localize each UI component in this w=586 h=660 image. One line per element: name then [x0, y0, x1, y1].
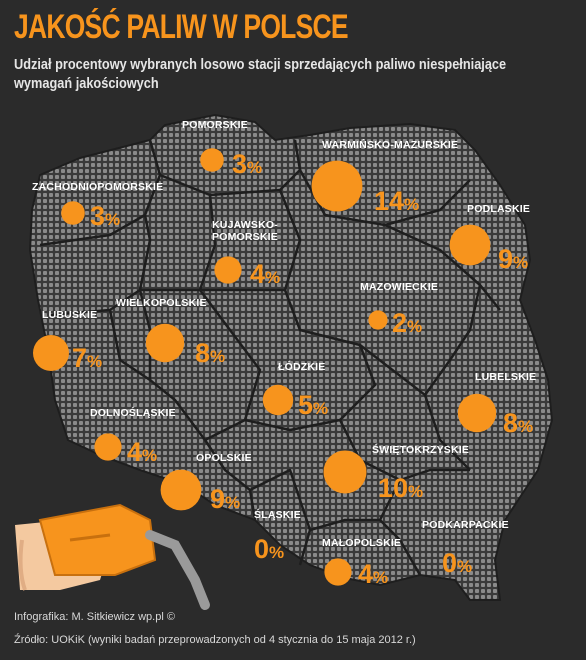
- value-label: 3%: [232, 149, 262, 179]
- value-label: 14%: [374, 186, 419, 216]
- region-name: ŚLĄSKIE: [254, 508, 301, 521]
- value-circle: [323, 450, 367, 494]
- page-subtitle: Udział procentowy wybranych losowo stacj…: [14, 57, 507, 92]
- value-label: 8%: [503, 408, 533, 438]
- value-label: 0%: [442, 548, 472, 578]
- region-swietokrzyskie: ŚWIĘTOKRZYSKIE 10%: [323, 443, 469, 503]
- region-markers: POMORSKIE 3% WARMIŃSKO-MAZURSKIE 14% ZACHODN…: [32, 119, 536, 589]
- value-circle: [324, 558, 352, 586]
- value-label: 3%: [90, 201, 120, 231]
- value-label: 4%: [358, 559, 388, 589]
- region-pomorskie: POMORSKIE 3%: [182, 119, 262, 179]
- region-wielkopolskie: WIELKOPOLSKIE 8%: [116, 297, 225, 368]
- region-name: ŚWIĘTOKRZYSKIE: [372, 443, 469, 456]
- region-name: PODKARPACKIE: [422, 519, 509, 531]
- value-label: 4%: [127, 437, 157, 467]
- poland-outline: [28, 113, 554, 601]
- region-lubuskie: LUBUSKIE 7%: [33, 309, 102, 373]
- region-name: WARMIŃSKO-MAZURSKIE: [322, 138, 458, 151]
- value-label: 2%: [392, 308, 422, 338]
- region-slaskie: ŚLĄSKIE 0%: [254, 508, 301, 564]
- region-lodzkie: ŁÓDZKIE 5%: [262, 360, 328, 420]
- value-circle: [214, 256, 242, 284]
- value-circle: [160, 469, 202, 511]
- region-name: PODLASKIE: [467, 203, 530, 215]
- value-circle: [457, 393, 497, 433]
- region-borders: [39, 139, 501, 576]
- region-dolnoslaskie: DOLNOŚLĄSKIE 4%: [90, 406, 176, 467]
- value-circle: [449, 224, 491, 266]
- region-name: OPOLSKIE: [196, 452, 252, 464]
- region-name: POMORSKIE: [182, 119, 248, 131]
- value-circle: [262, 384, 294, 416]
- value-circle: [145, 323, 185, 363]
- region-lubelskie: LUBELSKIE 8%: [457, 371, 536, 438]
- value-circle: [94, 433, 122, 461]
- region-malopolskie: MAŁOPOLSKIE 4%: [322, 537, 401, 589]
- region-name: ZACHODNIOPOMORSKIE: [32, 181, 163, 193]
- region-podlaskie: PODLASKIE 9%: [449, 203, 530, 274]
- region-name: LUBUSKIE: [42, 309, 97, 321]
- region-warminsko-mazurskie: WARMIŃSKO-MAZURSKIE 14%: [311, 138, 458, 216]
- value-label: 9%: [210, 484, 240, 514]
- fuel-nozzle-icon: [15, 503, 210, 610]
- value-label: 0%: [254, 534, 284, 564]
- value-circle: [368, 310, 388, 330]
- region-name: MAZOWIECKIE: [360, 281, 438, 293]
- region-name: WIELKOPOLSKIE: [116, 297, 207, 309]
- region-name: LUBELSKIE: [475, 371, 536, 383]
- value-label: 8%: [195, 338, 225, 368]
- region-mazowieckie: MAZOWIECKIE 2%: [360, 281, 438, 338]
- value-label: 10%: [378, 473, 423, 503]
- value-circle: [311, 160, 363, 212]
- region-podkarpackie: PODKARPACKIE 0%: [422, 519, 509, 578]
- value-label: 9%: [498, 244, 528, 274]
- value-circle: [33, 335, 69, 371]
- source-note: Źródło: UOKiK (wyniki badań przeprowadzo…: [14, 634, 416, 646]
- value-label: 4%: [250, 259, 280, 289]
- value-circle: [200, 148, 224, 172]
- region-name: DOLNOŚLĄSKIE: [90, 406, 176, 419]
- region-name: MAŁOPOLSKIE: [322, 537, 401, 549]
- region-name: ŁÓDZKIE: [278, 360, 325, 373]
- value-label: 7%: [72, 343, 102, 373]
- infographic-credit: Infografika: M. Sitkiewicz wp.pl ©: [14, 611, 175, 623]
- region-name: KUJAWSKO-POMORSKIE: [212, 219, 278, 243]
- region-opolskie: OPOLSKIE 9%: [160, 452, 252, 514]
- region-kujawsko-pomorskie: KUJAWSKO-POMORSKIE 4%: [212, 219, 280, 289]
- value-label: 5%: [298, 390, 328, 420]
- page-title: JAKOŚĆ PALIW W POLSCE: [14, 8, 349, 46]
- region-zachodniopomorskie: ZACHODNIOPOMORSKIE 3%: [32, 181, 163, 231]
- value-circle: [61, 201, 85, 225]
